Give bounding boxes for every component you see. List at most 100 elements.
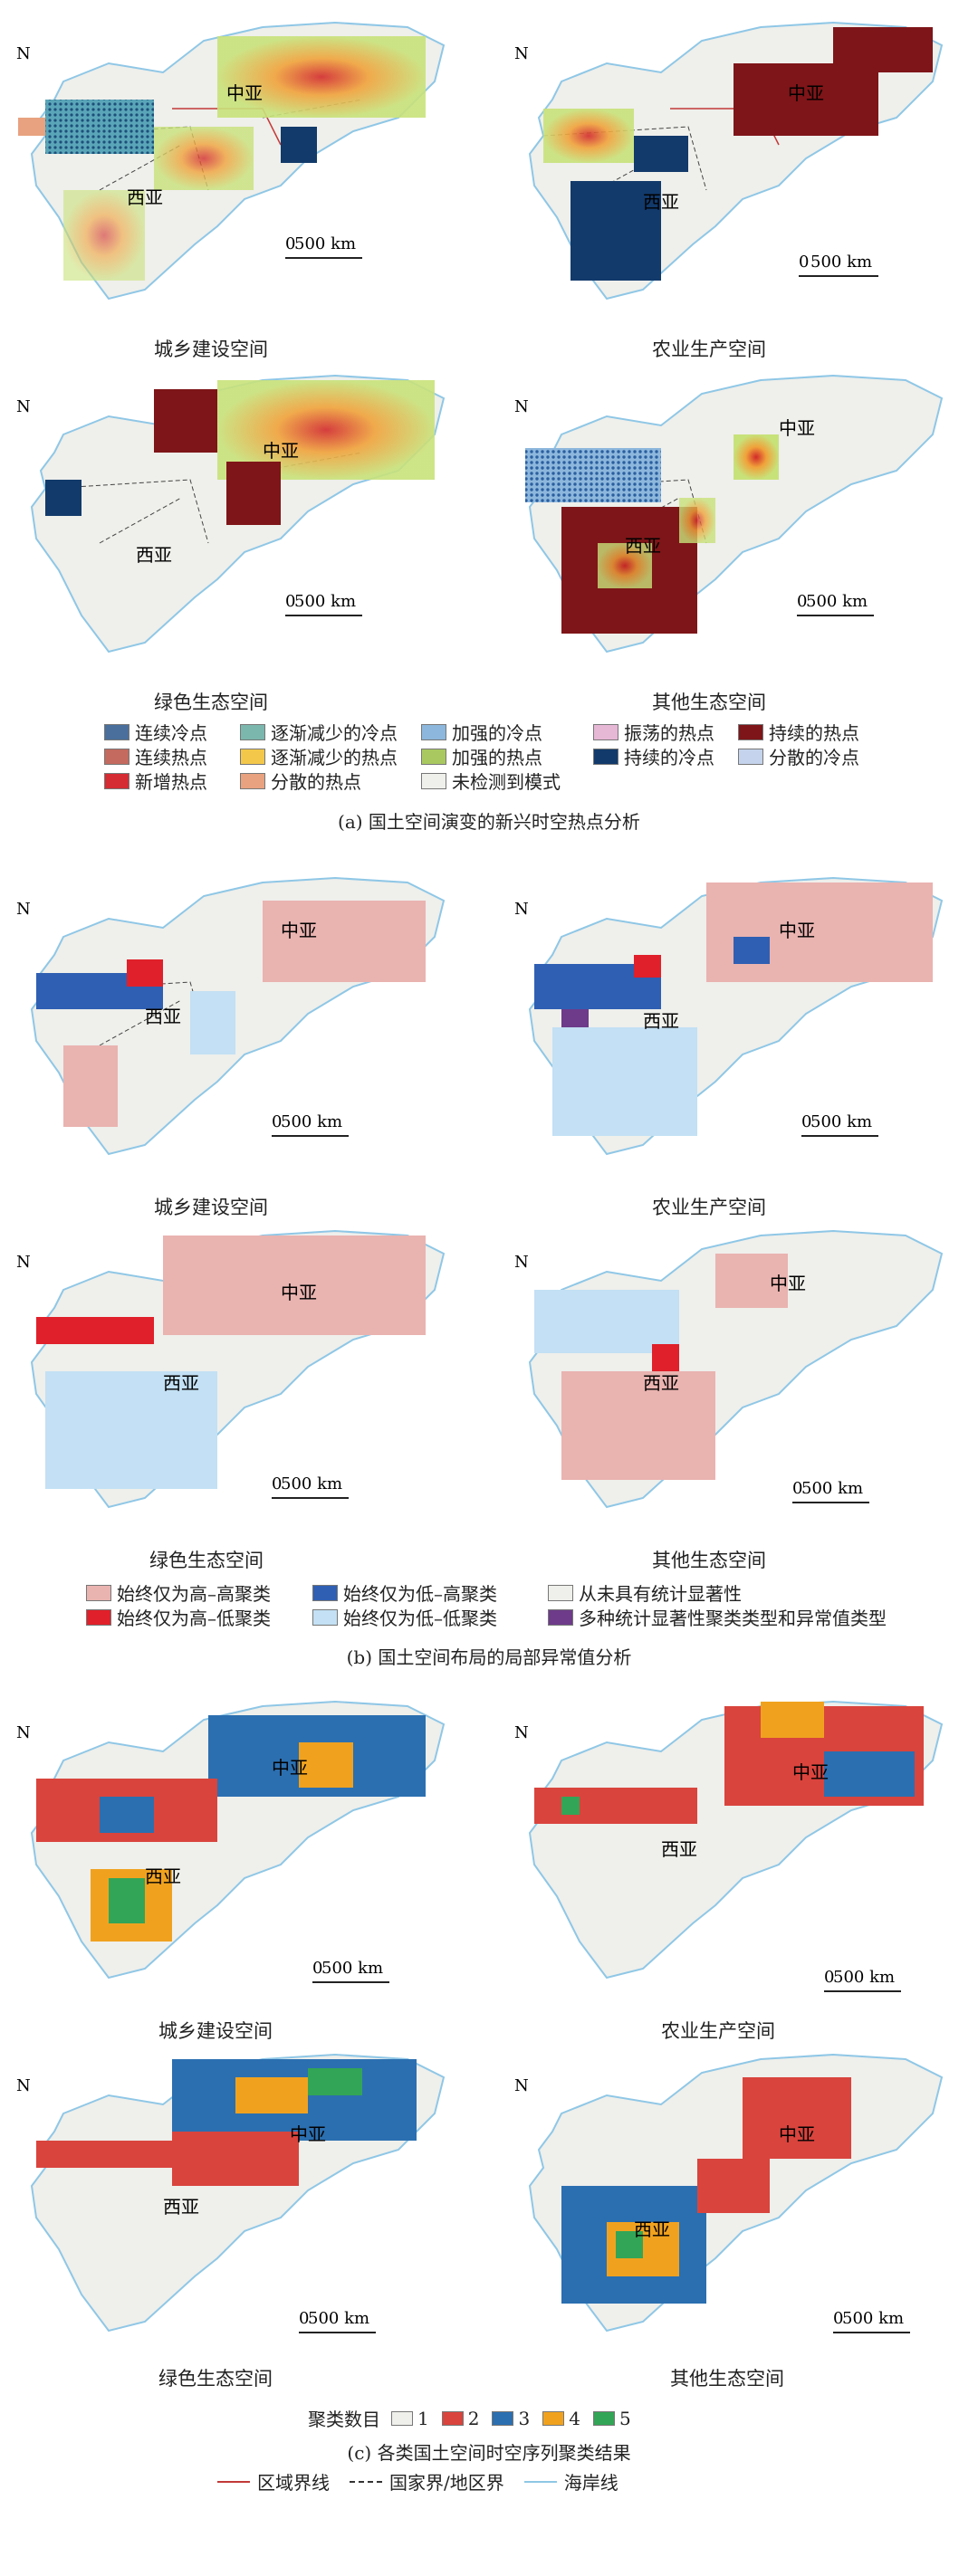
map-b-agri: N 中亚 西亚 500 km 0	[507, 864, 960, 1181]
legend-label: 2	[467, 2407, 480, 2429]
legend-label: 分散的冷点	[769, 747, 859, 768]
section-title-a: (a) 国土空间演变的新兴时空热点分析	[338, 811, 640, 833]
svg-text:0: 0	[797, 592, 807, 611]
svg-text:中亚: 中亚	[281, 920, 317, 941]
caption: 城乡建设空间	[158, 2020, 273, 2042]
legend-swatch	[86, 1608, 111, 1626]
legend-swatch	[240, 723, 265, 740]
legend-label: 3	[518, 2407, 531, 2429]
caption: 农业生产空间	[652, 1197, 766, 1218]
svg-text:N: N	[16, 1723, 31, 1742]
caption: 城乡建设空间	[154, 339, 268, 360]
svg-text:500 km: 500 km	[321, 1959, 383, 1978]
legend-label: 始终仅为低–高聚类	[343, 1583, 497, 1605]
legend-label: 未检测到模式	[452, 771, 561, 793]
legend-item: 从未具有统计显著性	[548, 1579, 946, 1606]
legend-swatch	[441, 2410, 464, 2426]
svg-text:西亚: 西亚	[163, 1372, 199, 1394]
svg-text:N: N	[16, 900, 31, 919]
section-title-c: (c) 各类国土空间时空序列聚类结果	[347, 2442, 631, 2464]
svg-text:N: N	[514, 2076, 529, 2095]
legend-label: 分散的热点	[271, 771, 361, 793]
caption: 其他生态空间	[652, 692, 766, 713]
legend-label: 加强的热点	[452, 747, 542, 768]
legend-item: 始终仅为高–低聚类	[86, 1604, 312, 1630]
svg-text:500 km: 500 km	[833, 1968, 895, 1987]
north-arrow: N	[16, 44, 31, 63]
map-c-agri: N 中亚 西亚 500 km 0	[507, 1688, 960, 2005]
svg-text:0: 0	[285, 592, 295, 611]
svg-text:500 km: 500 km	[842, 2309, 904, 2328]
svg-text:中亚: 中亚	[792, 1761, 829, 1783]
legend-label: 连续冷点	[135, 722, 207, 744]
legend-item: 加强的冷点	[421, 719, 593, 745]
legend-label: 始终仅为高–高聚类	[117, 1583, 271, 1605]
boundary-legend-item: 区域界线	[217, 2468, 330, 2495]
svg-text:西亚: 西亚	[145, 1865, 181, 1887]
legend-swatch	[542, 2410, 565, 2426]
svg-text:0: 0	[272, 1112, 282, 1131]
svg-text:N: N	[514, 1723, 529, 1742]
legend-title: 聚类数目	[308, 2409, 380, 2430]
svg-text:N: N	[16, 397, 31, 416]
svg-text:西亚: 西亚	[136, 544, 172, 566]
svg-text:500 km: 500 km	[308, 2309, 369, 2328]
legend-swatch	[240, 772, 265, 789]
caption: 农业生产空间	[652, 339, 766, 360]
legend-swatch	[593, 723, 618, 740]
legend-a: 连续冷点 逐渐减少的冷点 加强的冷点 振荡的热点 持续的热点 连续热点 逐渐减少的热点 加强的…	[104, 720, 919, 793]
caption: 其他生态空间	[652, 1550, 766, 1571]
map-b-urban: N 中亚 西亚 500 km 0	[9, 864, 462, 1181]
map-a-agri: N 中亚 西亚 500 km 0	[507, 9, 960, 326]
legend-item: 逐渐减少的冷点	[240, 719, 421, 745]
caption: 绿色生态空间	[154, 692, 268, 713]
legend-swatch	[548, 1608, 573, 1626]
line-sample	[523, 2480, 557, 2483]
svg-text:0: 0	[799, 253, 809, 272]
svg-text:中亚: 中亚	[263, 440, 299, 462]
legend-label: 持续的冷点	[624, 747, 714, 768]
section-title-b: (b) 国土空间布局的局部异常值分析	[346, 1646, 632, 1668]
line-sample	[217, 2480, 250, 2483]
legend-label: 4	[569, 2407, 580, 2429]
legend-item: 新增热点	[104, 768, 240, 794]
svg-text:N: N	[514, 397, 529, 416]
legend-item: 未检测到模式	[421, 768, 593, 794]
legend-swatch	[240, 748, 265, 765]
svg-text:0: 0	[272, 1474, 282, 1493]
svg-text:500 km: 500 km	[810, 1112, 872, 1131]
legend-swatch	[738, 723, 763, 740]
svg-text:0: 0	[824, 1968, 834, 1987]
legend-swatch	[548, 1584, 573, 1601]
svg-text:500 km: 500 km	[281, 1112, 342, 1131]
legend-item: 始终仅为高–高聚类	[86, 1579, 312, 1606]
legend-label: 振荡的热点	[624, 722, 714, 744]
label-central-asia: 中亚	[226, 82, 263, 104]
legend-label: 多种统计显著性聚类类型和异常值类型	[579, 1608, 887, 1629]
svg-text:500 km: 500 km	[294, 592, 356, 611]
legend-label: 5	[618, 2407, 631, 2429]
map-c-urban: N 中亚 西亚 500 km 0	[9, 1688, 462, 2005]
svg-text:中亚: 中亚	[779, 2123, 815, 2145]
boundary-legend: 区域界线 国家界/地区界 海岸线	[217, 2469, 851, 2494]
legend-label: 新增热点	[135, 771, 207, 793]
caption: 城乡建设空间	[154, 1197, 268, 1218]
legend-item: 连续冷点	[104, 719, 240, 745]
legend-item: 振荡的热点	[593, 719, 738, 745]
caption: 农业生产空间	[661, 2020, 775, 2042]
legend-swatch	[592, 2410, 615, 2426]
svg-text:N: N	[16, 1253, 31, 1272]
legend-label: 加强的冷点	[452, 722, 542, 744]
svg-text:中亚: 中亚	[290, 2123, 326, 2145]
map-c-green: N 中亚 西亚 500 km 0	[9, 2041, 462, 2358]
svg-text:中亚: 中亚	[788, 82, 824, 104]
map-b-green: N 中亚 西亚 500 km 0	[9, 1217, 462, 1534]
svg-text:中亚: 中亚	[779, 920, 815, 941]
line-sample	[350, 2480, 382, 2483]
svg-text:0: 0	[299, 2309, 309, 2328]
svg-text:N: N	[514, 44, 529, 63]
legend-label: 始终仅为高–低聚类	[117, 1608, 271, 1629]
map-c-other: N 中亚 西亚 500 km 0	[507, 2041, 960, 2358]
caption: 绿色生态空间	[158, 2368, 273, 2390]
svg-text:西亚: 西亚	[625, 535, 661, 557]
